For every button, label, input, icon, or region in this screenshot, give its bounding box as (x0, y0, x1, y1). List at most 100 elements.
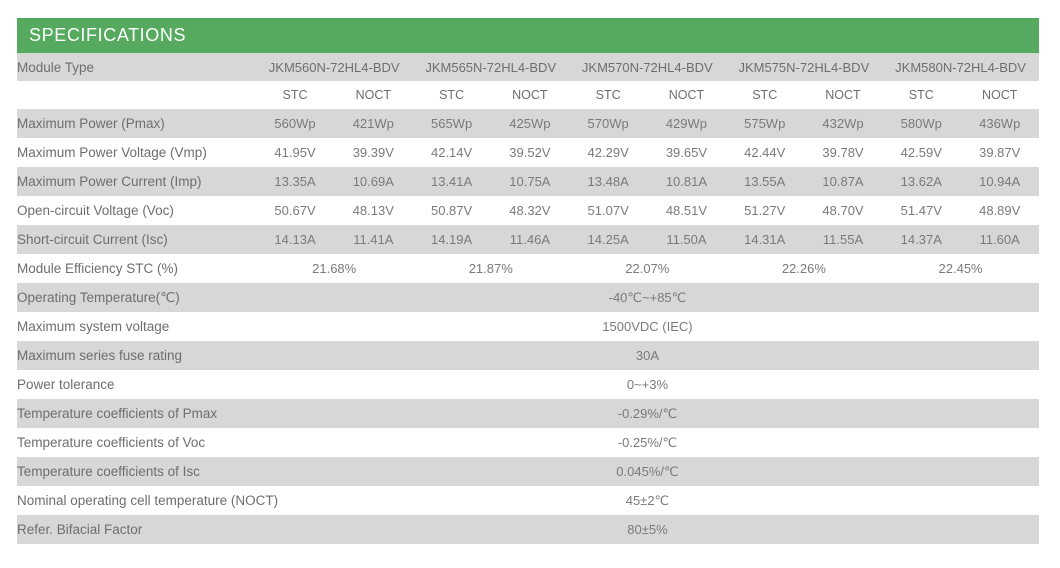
spec-4-val-7: 11.55A (803, 225, 883, 254)
spec-2-val-3: 10.75A (490, 167, 570, 196)
specifications-table-body: SPECIFICATIONS Module Type JKM560N-72HL4… (17, 18, 1039, 544)
efficiency-value-2: 22.07% (569, 254, 726, 283)
spec-2-val-6: 13.55A (725, 167, 804, 196)
merged-label-8: Refer. Bifacial Factor (17, 515, 256, 544)
spec-0-val-7: 432Wp (803, 109, 883, 138)
spec-1-val-5: 39.65V (647, 138, 726, 167)
spec-label-4: Short-circuit Current (Isc) (17, 225, 256, 254)
merged-label-1: Maximum system voltage (17, 312, 256, 341)
spec-4-val-0: 14.13A (255, 225, 335, 254)
specifications-title-row: SPECIFICATIONS (17, 18, 1039, 53)
merged-value-8: 80±5% (255, 515, 1039, 544)
specifications-table: SPECIFICATIONS Module Type JKM560N-72HL4… (17, 18, 1039, 544)
spec-0-val-4: 570Wp (569, 109, 648, 138)
spec-2-val-8: 13.62A (882, 167, 961, 196)
table-row: Nominal operating cell temperature (NOCT… (17, 486, 1039, 515)
merged-value-1: 1500VDC (IEC) (255, 312, 1039, 341)
spec-label-0: Maximum Power (Pmax) (17, 109, 256, 138)
condition-6: STC (725, 81, 804, 109)
spec-0-val-6: 575Wp (725, 109, 804, 138)
table-row: Refer. Bifacial Factor 80±5% (17, 515, 1039, 544)
spec-3-val-8: 51.47V (882, 196, 961, 225)
spec-label-2: Maximum Power Current (Imp) (17, 167, 256, 196)
merged-value-7: 45±2℃ (255, 486, 1039, 515)
spec-label-3: Open-circuit Voltage (Voc) (17, 196, 256, 225)
merged-label-6: Temperature coefficients of Isc (17, 457, 256, 486)
spec-3-val-5: 48.51V (647, 196, 726, 225)
table-row: Temperature coefficients of Pmax -0.29%/… (17, 399, 1039, 428)
module-type-0: JKM560N-72HL4-BDV (255, 53, 413, 81)
condition-row: STC NOCT STC NOCT STC NOCT STC NOCT STC … (17, 81, 1039, 109)
efficiency-value-4: 22.45% (882, 254, 1039, 283)
table-row: Maximum system voltage 1500VDC (IEC) (17, 312, 1039, 341)
merged-label-2: Maximum series fuse rating (17, 341, 256, 370)
efficiency-value-1: 21.87% (412, 254, 570, 283)
spec-3-val-6: 51.27V (725, 196, 804, 225)
spec-4-val-9: 11.60A (960, 225, 1039, 254)
spec-4-val-5: 11.50A (647, 225, 726, 254)
spec-label-1: Maximum Power Voltage (Vmp) (17, 138, 256, 167)
spec-0-val-9: 436Wp (960, 109, 1039, 138)
merged-value-4: -0.29%/℃ (255, 399, 1039, 428)
efficiency-value-3: 22.26% (725, 254, 883, 283)
spec-3-val-3: 48.32V (490, 196, 570, 225)
spec-1-val-6: 42.44V (725, 138, 804, 167)
spec-1-val-8: 42.59V (882, 138, 961, 167)
spec-2-val-9: 10.94A (960, 167, 1039, 196)
module-type-3: JKM575N-72HL4-BDV (725, 53, 883, 81)
condition-0: STC (255, 81, 335, 109)
spec-0-val-2: 565Wp (412, 109, 491, 138)
merged-label-5: Temperature coefficients of Voc (17, 428, 256, 457)
module-efficiency-row: Module Efficiency STC (%) 21.68% 21.87% … (17, 254, 1039, 283)
module-type-label: Module Type (17, 53, 256, 81)
spec-2-val-4: 13.48A (569, 167, 648, 196)
spec-1-val-0: 41.95V (255, 138, 335, 167)
spec-2-val-7: 10.87A (803, 167, 883, 196)
table-row: Maximum Power Current (Imp) 13.35A 10.69… (17, 167, 1039, 196)
table-row: Temperature coefficients of Voc -0.25%/℃ (17, 428, 1039, 457)
merged-label-3: Power tolerance (17, 370, 256, 399)
spec-0-val-3: 425Wp (490, 109, 570, 138)
merged-value-6: 0.045%/℃ (255, 457, 1039, 486)
spec-2-val-5: 10.81A (647, 167, 726, 196)
spec-3-val-9: 48.89V (960, 196, 1039, 225)
spec-3-val-1: 48.13V (334, 196, 413, 225)
module-type-4: JKM580N-72HL4-BDV (882, 53, 1039, 81)
table-row: Maximum series fuse rating 30A (17, 341, 1039, 370)
condition-5: NOCT (647, 81, 726, 109)
spec-2-val-0: 13.35A (255, 167, 335, 196)
table-row: Maximum Power (Pmax) 560Wp 421Wp 565Wp 4… (17, 109, 1039, 138)
specifications-title-cell: SPECIFICATIONS (17, 18, 1039, 53)
merged-label-4: Temperature coefficients of Pmax (17, 399, 256, 428)
module-type-row: Module Type JKM560N-72HL4-BDV JKM565N-72… (17, 53, 1039, 81)
spec-4-val-3: 11.46A (490, 225, 570, 254)
efficiency-value-0: 21.68% (255, 254, 413, 283)
merged-value-5: -0.25%/℃ (255, 428, 1039, 457)
spec-1-val-4: 42.29V (569, 138, 648, 167)
spec-3-val-2: 50.87V (412, 196, 491, 225)
table-row: Short-circuit Current (Isc) 14.13A 11.41… (17, 225, 1039, 254)
condition-row-spacer (17, 81, 256, 109)
table-row: Maximum Power Voltage (Vmp) 41.95V 39.39… (17, 138, 1039, 167)
efficiency-label: Module Efficiency STC (%) (17, 254, 256, 283)
table-row: Power tolerance 0~+3% (17, 370, 1039, 399)
spec-0-val-5: 429Wp (647, 109, 726, 138)
spec-1-val-3: 39.52V (490, 138, 570, 167)
spec-3-val-7: 48.70V (803, 196, 883, 225)
spec-4-val-2: 14.19A (412, 225, 491, 254)
spec-3-val-4: 51.07V (569, 196, 648, 225)
spec-4-val-1: 11.41A (334, 225, 413, 254)
merged-label-0: Operating Temperature(℃) (17, 283, 256, 312)
spec-0-val-0: 560Wp (255, 109, 335, 138)
merged-value-0: -40℃~+85℃ (255, 283, 1039, 312)
merged-value-3: 0~+3% (255, 370, 1039, 399)
spec-1-val-9: 39.87V (960, 138, 1039, 167)
merged-label-7: Nominal operating cell temperature (NOCT… (17, 486, 278, 515)
module-type-1: JKM565N-72HL4-BDV (412, 53, 570, 81)
condition-8: STC (882, 81, 961, 109)
condition-2: STC (412, 81, 491, 109)
spec-4-val-8: 14.37A (882, 225, 961, 254)
condition-3: NOCT (490, 81, 570, 109)
spec-1-val-1: 39.39V (334, 138, 413, 167)
